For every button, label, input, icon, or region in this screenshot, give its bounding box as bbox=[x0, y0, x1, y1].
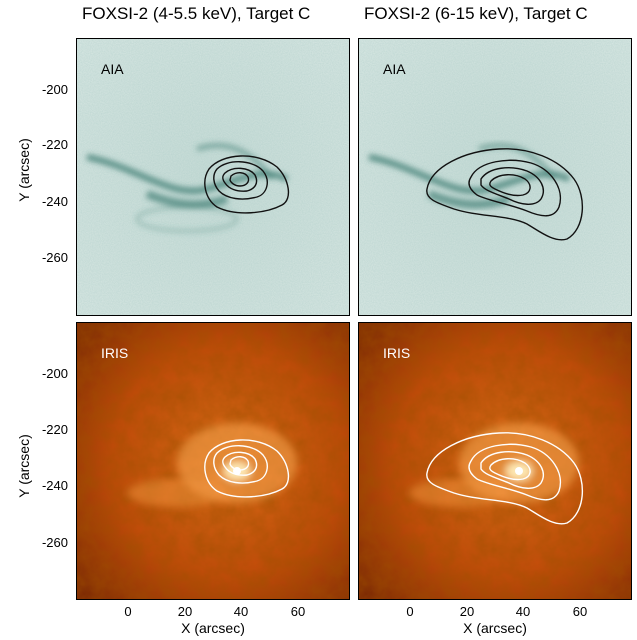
x-tick-right-0: 0 bbox=[406, 604, 414, 619]
x-tick-right-60: 60 bbox=[572, 604, 588, 619]
x-tick-left-20: 20 bbox=[177, 604, 193, 619]
iris-low-contours bbox=[204, 439, 290, 498]
panel-label-aia-low: AIA bbox=[101, 61, 124, 77]
x-tick-left-0: 0 bbox=[124, 604, 132, 619]
aia-high-image: AIA bbox=[359, 39, 631, 315]
x-tick-right-20: 20 bbox=[459, 604, 475, 619]
x-axis-label-right: X (arcsec) bbox=[463, 620, 527, 636]
iris-high-image: IRIS bbox=[359, 323, 631, 599]
iris-low-image: IRIS bbox=[77, 323, 349, 599]
iris-high-contours bbox=[426, 432, 584, 525]
y-tick-top-200: -200 bbox=[41, 82, 68, 97]
column-title-low-energy: FOXSI-2 (4-5.5 keV), Target C bbox=[82, 4, 311, 23]
y-tick-top-220: -220 bbox=[41, 137, 68, 152]
x-tick-right-40: 40 bbox=[515, 604, 531, 619]
y-tick-bottom-260: -260 bbox=[41, 535, 68, 550]
y-tick-bottom-220: -220 bbox=[41, 422, 68, 437]
panel-aia-high-energy: AIA bbox=[358, 38, 632, 316]
x-tick-left-60: 60 bbox=[290, 604, 306, 619]
panel-label-iris-low: IRIS bbox=[101, 345, 128, 361]
y-tick-top-260: -260 bbox=[41, 250, 68, 265]
panel-aia-low-energy: AIA bbox=[76, 38, 350, 316]
aia-low-contours bbox=[204, 155, 290, 214]
panel-label-aia-high: AIA bbox=[383, 61, 406, 77]
panel-iris-low-energy: IRIS bbox=[76, 322, 350, 600]
y-tick-bottom-200: -200 bbox=[41, 366, 68, 381]
panel-iris-high-energy: IRIS bbox=[358, 322, 632, 600]
panel-label-iris-high: IRIS bbox=[383, 345, 410, 361]
x-axis-label-left: X (arcsec) bbox=[181, 620, 245, 636]
column-title-high-energy: FOXSI-2 (6-15 keV), Target C bbox=[364, 4, 588, 23]
x-tick-left-40: 40 bbox=[233, 604, 249, 619]
y-tick-bottom-240: -240 bbox=[41, 478, 68, 493]
y-tick-top-240: -240 bbox=[41, 194, 68, 209]
aia-low-image: AIA bbox=[77, 39, 349, 315]
aia-high-contours bbox=[426, 148, 584, 241]
